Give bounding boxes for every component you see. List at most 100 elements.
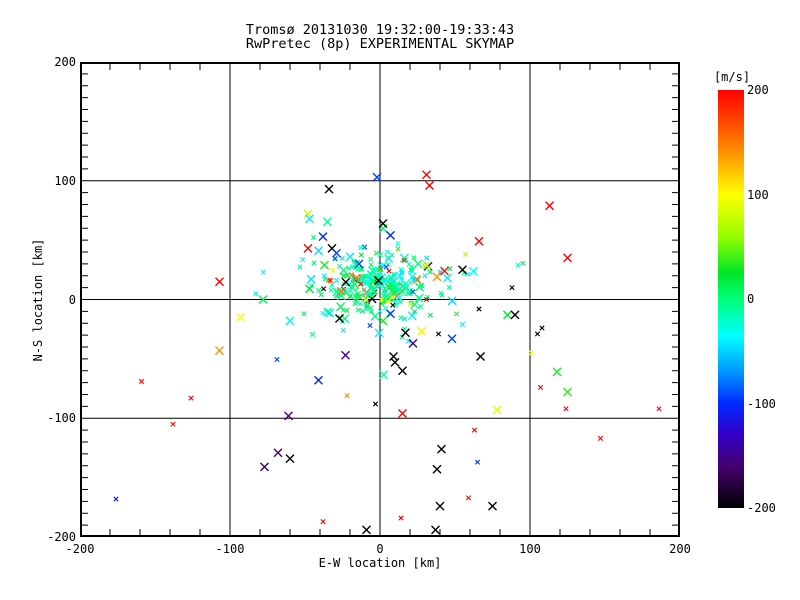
- data-point: [476, 352, 485, 361]
- data-point: [333, 277, 340, 284]
- data-point: [474, 459, 481, 465]
- cluster-point: [395, 246, 401, 252]
- data-point: [390, 357, 400, 367]
- cluster-point: [316, 287, 322, 293]
- cluster-point: [381, 293, 387, 299]
- cluster-point: [384, 253, 394, 263]
- data-point: [401, 328, 410, 338]
- x-tick-label: 0: [376, 542, 384, 556]
- cluster-point: [320, 310, 326, 316]
- data-point: [534, 331, 541, 337]
- data-point: [260, 462, 269, 472]
- cluster-point: [346, 265, 352, 271]
- cluster-point: [344, 307, 350, 313]
- cluster-point: [353, 299, 359, 305]
- data-point: [389, 352, 398, 361]
- cluster-point: [399, 287, 405, 293]
- cluster-point: [340, 273, 346, 279]
- cluster-point: [447, 296, 457, 306]
- plot-title-line2: RwPretec (8p) EXPERIMENTAL SKYMAP: [245, 36, 515, 52]
- cluster-point: [253, 291, 259, 297]
- data-point: [314, 375, 323, 385]
- cluster-point: [398, 315, 404, 321]
- data-point: [273, 448, 283, 458]
- y-tick-label: 200: [54, 55, 76, 69]
- cluster-point: [404, 285, 410, 291]
- cluster-point: [383, 278, 389, 284]
- data-point: [552, 367, 562, 377]
- cluster-point: [301, 311, 307, 317]
- data-point: [357, 281, 364, 287]
- data-point: [215, 277, 224, 287]
- cluster-point: [378, 297, 384, 303]
- data-point: [597, 435, 604, 441]
- data-point: [386, 268, 392, 274]
- data-point: [563, 387, 572, 397]
- data-point: [378, 316, 388, 326]
- cluster-point: [446, 284, 452, 290]
- data-point: [335, 314, 344, 323]
- cluster-point: [330, 267, 336, 273]
- data-point: [408, 338, 418, 348]
- cluster-point: [385, 299, 391, 305]
- data-point: [528, 350, 535, 356]
- cluster-point: [378, 252, 384, 258]
- cluster-point: [260, 269, 266, 275]
- cluster-point: [352, 293, 359, 299]
- cluster-point: [318, 292, 324, 298]
- data-point: [563, 406, 569, 412]
- data-point: [443, 273, 452, 283]
- data-point: [656, 406, 662, 412]
- data-point: [425, 181, 434, 190]
- data-point: [378, 219, 388, 228]
- data-point: [320, 519, 326, 525]
- cluster-point: [347, 294, 353, 300]
- cluster-point: [424, 255, 430, 261]
- plot-frame: [80, 62, 680, 537]
- cluster-point: [413, 259, 423, 269]
- data-point: [258, 295, 268, 304]
- colorbar-tick-label: 0: [747, 292, 755, 306]
- cluster-point: [403, 280, 409, 287]
- cluster-point: [382, 286, 388, 292]
- cluster-point: [410, 289, 416, 295]
- data-point: [510, 310, 520, 320]
- data-point: [398, 366, 407, 376]
- data-point: [458, 265, 467, 275]
- cluster-point: [341, 277, 351, 287]
- data-point: [138, 378, 145, 384]
- cluster-point: [297, 264, 303, 270]
- data-point: [437, 444, 446, 454]
- cluster-point: [300, 257, 306, 263]
- data-point: [285, 316, 295, 326]
- y-tick-label: 0: [68, 292, 76, 307]
- cluster-point: [377, 308, 383, 314]
- data-point: [374, 276, 383, 285]
- cluster-point: [340, 327, 346, 333]
- cluster-point: [427, 269, 433, 275]
- cluster-point: [397, 281, 403, 287]
- colorbar-tick-label: 100: [747, 187, 769, 202]
- data-point: [492, 405, 502, 415]
- cluster-point: [311, 260, 317, 266]
- cluster-point: [468, 266, 478, 276]
- data-point: [344, 393, 350, 399]
- cluster-point: [359, 265, 365, 271]
- cluster-point: [310, 234, 317, 240]
- cluster-point: [392, 290, 398, 296]
- data-point: [515, 262, 521, 268]
- data-point: [398, 409, 407, 418]
- cluster-point: [408, 289, 414, 295]
- cluster-point: [407, 272, 417, 282]
- data-point: [348, 272, 355, 278]
- cluster-point: [400, 282, 406, 288]
- data-point: [354, 259, 364, 269]
- data-point: [360, 244, 367, 250]
- cluster-point: [309, 331, 316, 337]
- x-tick-label: 100: [519, 542, 541, 556]
- cluster-point: [419, 282, 425, 289]
- data-point: [327, 277, 334, 284]
- cluster-point: [422, 273, 428, 279]
- cluster-point: [329, 282, 335, 288]
- cluster-point: [336, 302, 346, 312]
